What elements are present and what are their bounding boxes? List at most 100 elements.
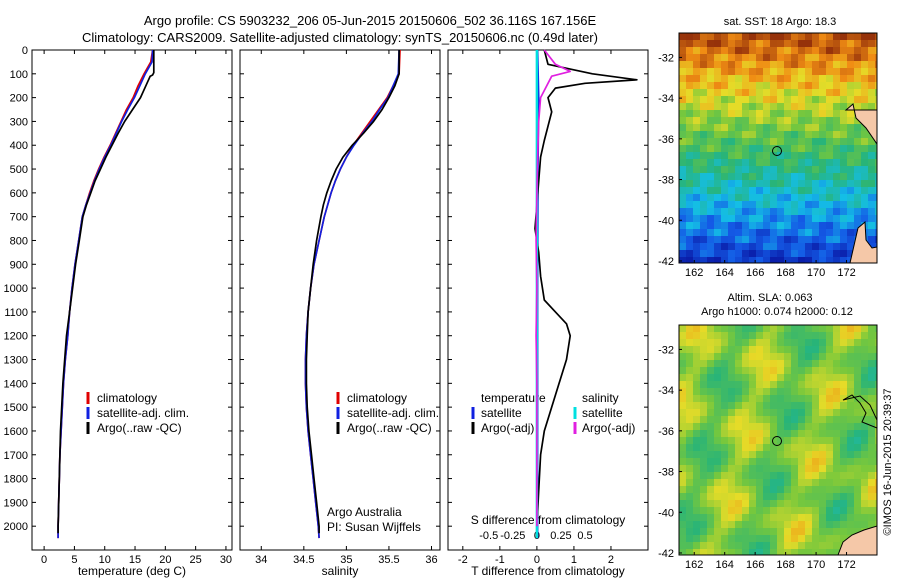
sst-map-cell [679,194,686,201]
sst-map-cell [693,173,700,180]
sla-map-cell [840,374,847,381]
sst-map-cell [777,54,784,61]
sst-map-cell [819,250,826,257]
sla-map-cell [833,360,840,367]
sst-map-cell [742,89,749,96]
sla-map-cell [784,542,791,549]
sst-map-cell [742,208,749,215]
sla-map-cell [770,493,777,500]
sst-map-cell [756,250,763,257]
sla-map-cell [868,444,875,451]
sst-map-cell [735,117,742,124]
sst-map-cell [749,131,756,138]
sst-map-cell [826,61,833,68]
sla-map-cell [805,507,812,514]
sla-map-cell [714,465,721,472]
sla-map-cell [770,465,777,472]
sst-map-cell [875,54,877,61]
sla-map-cell [742,325,749,332]
sla-map-cell [728,444,735,451]
sst-map-cell [840,250,847,257]
sst-map-cell [742,145,749,152]
sst-map-cell [854,61,861,68]
sst-map-cell [728,166,735,173]
sla-map-cell [819,535,826,542]
map-lat-tick-label: -42 [658,548,674,560]
sla-map-cell [791,416,798,423]
sla-map-cell [833,339,840,346]
sst-map-cell [728,117,735,124]
sla-map-cell [833,416,840,423]
sla-map-cell [693,479,700,486]
sla-map-cell [735,479,742,486]
sla-map-cell [861,360,868,367]
depth-tick-label: 1700 [4,450,28,462]
map-lon-tick-label: 166 [746,559,764,571]
sst-map-cell [721,75,728,82]
sst-map-cell [735,110,742,117]
sla-map-cell [742,542,749,549]
sst-map-cell [777,159,784,166]
sst-map-cell [875,96,877,103]
sst-map-cell [854,187,861,194]
sla-map-cell [777,458,784,465]
sst-map-cell [861,89,868,96]
sst-map-cell [693,82,700,89]
sst-map-cell [721,222,728,229]
sla-map-cell [714,339,721,346]
sst-map-cell [756,117,763,124]
sst-map-cell [749,47,756,54]
sla-map-cell [679,451,686,458]
sst-map-cell [721,229,728,236]
sla-map-cell [798,521,805,528]
sla-map-cell [819,430,826,437]
sla-map-cell [714,535,721,542]
sst-map-cell [826,250,833,257]
sla-map-cell [721,339,728,346]
sst-map-cell [770,47,777,54]
sla-map-title2: Argo h1000: 0.074 h2000: 0.12 [701,306,853,318]
sst-map-cell [686,159,693,166]
sla-map-cell [812,332,819,339]
sst-map-cell [854,117,861,124]
sst-map-cell [756,229,763,236]
sst-map-cell [826,194,833,201]
sla-map-cell [805,325,812,332]
sla-map-cell [686,493,693,500]
sst-map-cell [840,187,847,194]
sst-map-cell [812,222,819,229]
sst-map-cell [819,68,826,75]
sst-map-cell [756,82,763,89]
sst-map-cell [756,40,763,47]
sla-map-cell [854,458,861,465]
sst-map-cell [875,187,877,194]
sst-map-cell [854,145,861,152]
sla-map-cell [833,402,840,409]
sst-map-cell [749,250,756,257]
sla-map-cell [805,395,812,402]
sst-map-cell [826,187,833,194]
sst-map-cell [756,159,763,166]
sla-map-cell [840,444,847,451]
sla-map-cell [770,521,777,528]
sst-map-cell [840,54,847,61]
sla-map-cell [826,437,833,444]
sla-map-cell [847,402,854,409]
sla-map-cell [833,325,840,332]
sst-map-cell [763,243,770,250]
sst-map-cell [742,173,749,180]
watermark: ©IMOS 16-Jun-2015 20:39:37 [882,389,894,536]
sla-map-cell [756,479,763,486]
sla-map-cell [868,325,875,332]
sst-map-cell [728,103,735,110]
sla-map-cell [847,521,854,528]
sst-map-cell [735,131,742,138]
sst-map-cell [679,54,686,61]
sla-map-cell [861,402,868,409]
sla-map-cell [826,521,833,528]
sst-map-cell [707,215,714,222]
sst-map-cell [735,250,742,257]
sst-map-cell [686,75,693,82]
sla-map-cell [714,367,721,374]
sla-map-cell [819,325,826,332]
